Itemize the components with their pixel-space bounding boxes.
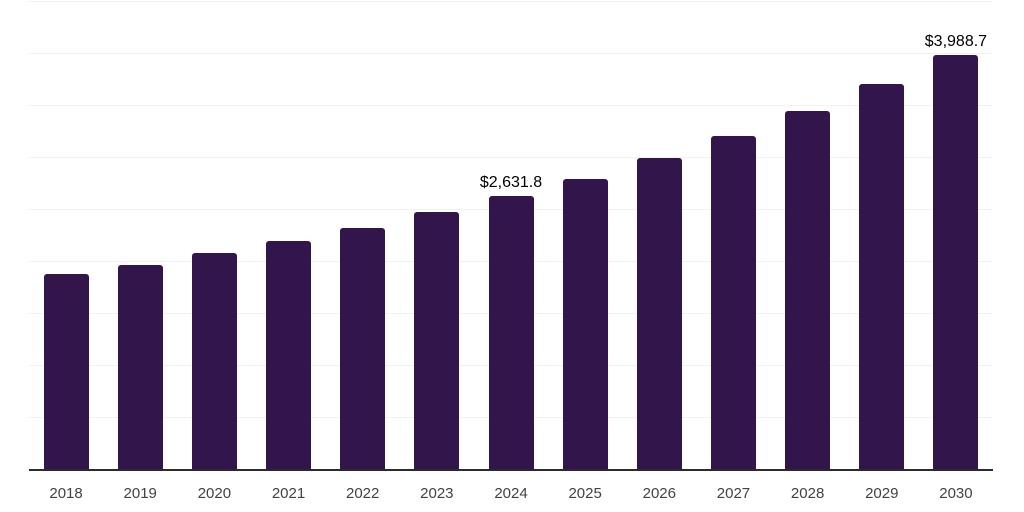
- bar-2019: [117, 265, 163, 470]
- bar-2020: [191, 253, 237, 470]
- bar-2022: [340, 228, 386, 470]
- bar-2023: [414, 212, 460, 470]
- bar-value-label-2024: $2,631.8: [479, 174, 543, 192]
- x-tick-label-2027: 2027: [716, 485, 751, 502]
- x-tick-label-2022: 2022: [346, 485, 380, 502]
- x-tick-label-2025: 2025: [568, 485, 602, 502]
- x-tick-label-2023: 2023: [420, 485, 454, 502]
- x-axis-line: [29, 469, 993, 471]
- bar-2030: [933, 55, 979, 470]
- x-tick-label-2021: 2021: [271, 485, 306, 502]
- bar-2026: [636, 158, 682, 470]
- bar-2029: [859, 84, 905, 470]
- x-tick-label-2018: 2018: [49, 485, 83, 502]
- bar-2025: [562, 179, 608, 470]
- x-tick-label-2028: 2028: [790, 485, 825, 502]
- gridline-3000: [29, 157, 993, 158]
- gridline-4500: [29, 1, 993, 2]
- gridline-3500: [29, 105, 993, 106]
- x-tick-label-2019: 2019: [123, 485, 157, 502]
- gridline-4000: [29, 53, 993, 54]
- x-tick-label-2030: 2030: [939, 485, 973, 502]
- bar-2021: [266, 240, 312, 470]
- bar-2018: [43, 274, 89, 470]
- x-tick-label-2024: 2024: [494, 485, 528, 502]
- x-tick-label-2020: 2020: [197, 485, 232, 502]
- bar-2027: [710, 135, 756, 470]
- bar-value-label-2030: $3,988.7: [924, 33, 988, 51]
- bar-2028: [785, 110, 831, 470]
- x-tick-label-2029: 2029: [865, 485, 899, 502]
- bar-2024: [488, 196, 534, 470]
- x-tick-label-2026: 2026: [642, 485, 676, 502]
